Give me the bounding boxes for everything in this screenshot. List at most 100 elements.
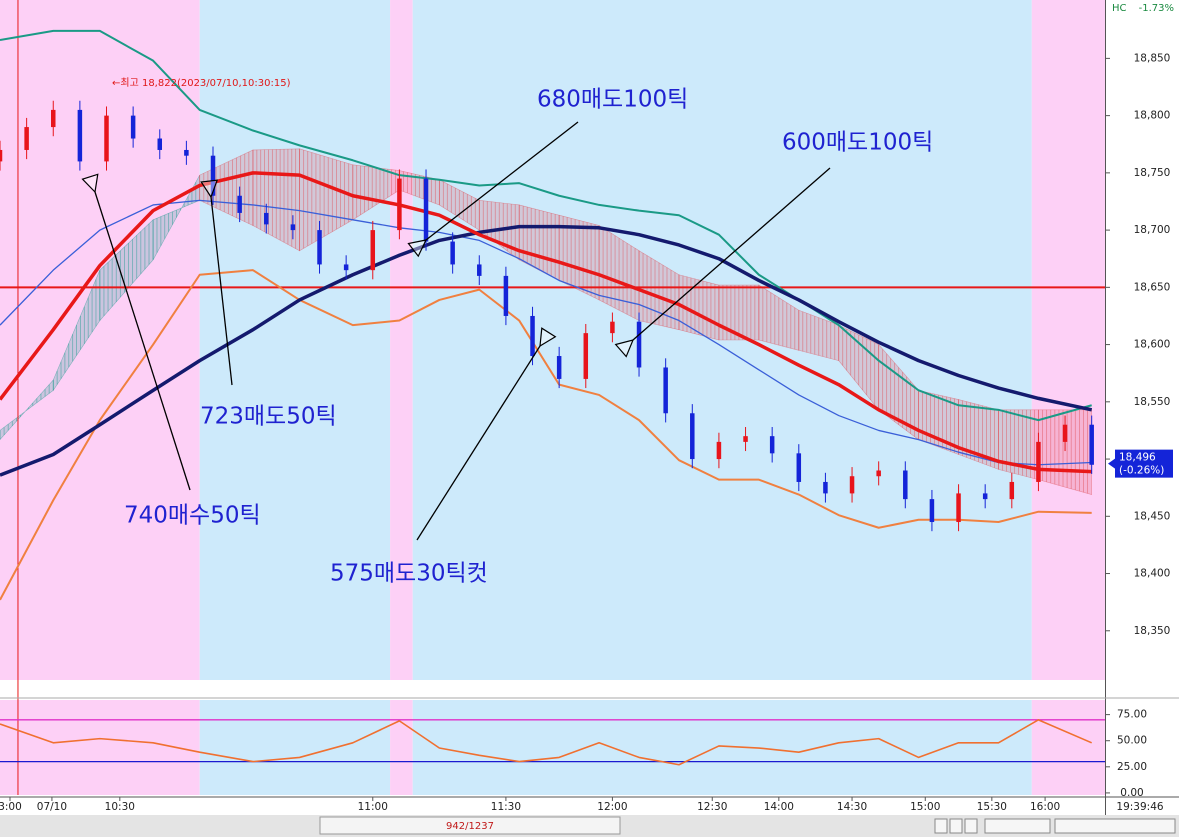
session-band [0, 700, 200, 795]
oscillator-line [0, 719, 1093, 766]
x-tick-label: 11:00 [358, 801, 388, 813]
button[interactable] [949, 818, 963, 834]
candle-body [397, 178, 402, 231]
top-change: -1.73% [1139, 3, 1174, 14]
nav-buttons[interactable] [934, 818, 1176, 834]
candle-body [1089, 424, 1094, 465]
top-label: HC [1112, 3, 1127, 14]
x-tick-label: 15:00 [910, 801, 940, 813]
axis-panel [1105, 0, 1179, 815]
x-tick-label: 14:00 [764, 801, 794, 813]
candle-body [423, 178, 429, 242]
indicator-line [0, 199, 1092, 466]
candle-body [583, 333, 589, 379]
candle-body [184, 149, 189, 156]
annotation-arrows [81, 121, 831, 541]
candle-body [956, 493, 961, 523]
x-tick-label: 07/10 [37, 801, 67, 813]
indicator-line [0, 269, 1092, 601]
plot-layer [0, 0, 1105, 795]
session-band [0, 0, 200, 680]
session-band [412, 700, 1032, 795]
arrow [416, 327, 557, 541]
button[interactable] [934, 818, 948, 834]
scroll-position: 942/1237 [446, 821, 494, 832]
x-tick-label: 12:30 [697, 801, 727, 813]
scroll-thumb[interactable] [319, 816, 621, 835]
arrow [200, 179, 233, 386]
candle-body [903, 470, 908, 500]
tool-buttons[interactable] [1054, 818, 1176, 834]
candle-body [929, 499, 935, 523]
annotation: 680매도100틱 [537, 87, 688, 113]
candle-body [0, 149, 3, 162]
osc-tick-label: 75.00 [1117, 709, 1147, 721]
candle-body [530, 315, 535, 357]
candle-body [51, 109, 56, 128]
x-tick-label: 10:30 [105, 801, 135, 813]
annotation: 723매도50틱 [200, 404, 337, 430]
indicator-line [0, 29, 1092, 422]
indicator-line [0, 224, 1093, 477]
candle-body [663, 367, 668, 414]
arrow [407, 121, 579, 258]
arrow [81, 173, 191, 491]
candle-body [477, 264, 482, 276]
candle-body [503, 275, 509, 316]
candle-body [690, 413, 695, 460]
price-pointer [1108, 458, 1115, 469]
x-tick-label: 12:00 [597, 801, 627, 813]
y-tick-label: 18,750 [1134, 167, 1171, 179]
candle-body [450, 241, 455, 265]
session-band [199, 700, 391, 795]
y-tick-label: 18,850 [1134, 52, 1171, 64]
y-tick-label: 18,550 [1134, 396, 1171, 408]
candle-body [264, 212, 269, 225]
y-tick-label: 18,350 [1134, 625, 1171, 637]
candle-body [370, 230, 376, 271]
zoom-slider[interactable] [984, 818, 1051, 834]
candle-body [769, 436, 775, 454]
price-box [1115, 449, 1173, 478]
session-band [199, 0, 391, 680]
annotation: 575매도30틱컷 [330, 561, 488, 587]
candle-body [743, 436, 748, 442]
x-tick-label: 11:30 [491, 801, 521, 813]
candle-body [1036, 441, 1041, 482]
osc-tick-label: 25.00 [1117, 761, 1147, 773]
candle-body [290, 224, 296, 231]
session-band [1031, 700, 1105, 795]
last-change: (-0.26%) [1119, 465, 1164, 477]
annotation: 600매도100틱 [782, 130, 933, 156]
peak-note: ←최고 18,822(2023/07/10,10:30:15) [112, 77, 291, 89]
y-tick-label: 18,450 [1134, 510, 1171, 522]
candle-body [237, 195, 242, 213]
x-tick-label: 15:30 [977, 801, 1007, 813]
candle-body [130, 115, 136, 139]
osc-tick-label: 0.00 [1120, 787, 1143, 799]
candle-body [24, 127, 29, 150]
candle-body [716, 441, 722, 460]
candle-body [77, 109, 83, 162]
arrow [614, 167, 831, 358]
x-tick-label: 14:30 [837, 801, 867, 813]
session-band [1031, 0, 1105, 680]
candle-body [823, 481, 828, 494]
button[interactable] [964, 818, 978, 834]
last-price: 18,496 [1119, 452, 1156, 464]
x-tick-label: 3:00 [0, 801, 22, 813]
y-tick-label: 18,400 [1134, 568, 1171, 580]
y-tick-label: 18,800 [1134, 110, 1171, 122]
candle-body [210, 155, 216, 196]
osc-tick-label: 50.00 [1117, 735, 1147, 747]
candle-body [317, 230, 322, 265]
candle-body [636, 321, 642, 368]
x-tick-label: 16:00 [1030, 801, 1060, 813]
clock: 19:39:46 [1116, 801, 1163, 813]
candle-body [796, 453, 802, 482]
candle-body [982, 493, 988, 500]
candle-body [1062, 424, 1068, 442]
candle-body [343, 264, 349, 271]
